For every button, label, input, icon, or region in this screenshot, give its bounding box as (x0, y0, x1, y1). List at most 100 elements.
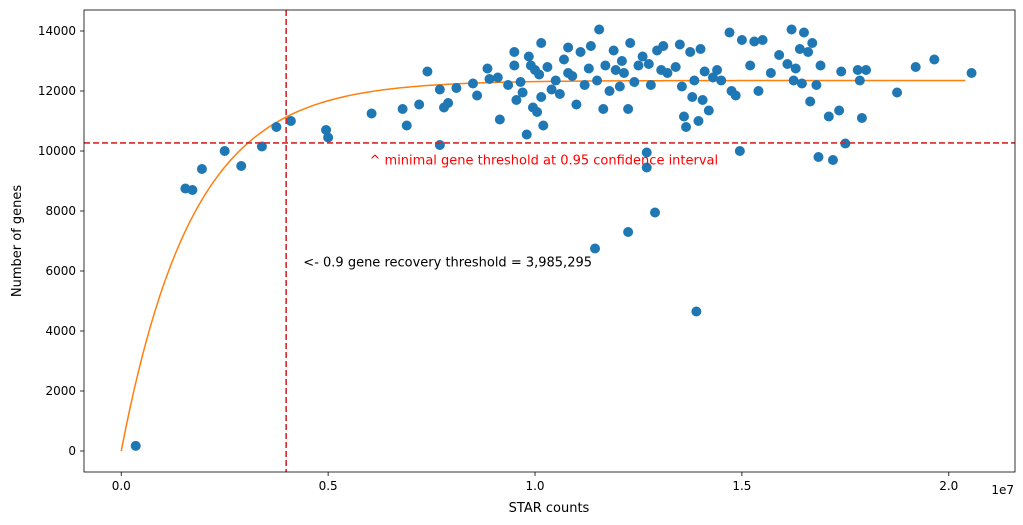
y-tick-label: 6000 (45, 264, 76, 278)
data-point (534, 69, 545, 80)
data-point (618, 68, 629, 78)
y-tick-label: 12000 (38, 84, 76, 98)
data-point (608, 45, 619, 56)
data-point (323, 132, 334, 143)
data-point (397, 104, 408, 114)
data-point (641, 147, 652, 158)
data-point (583, 63, 594, 74)
y-tick-label: 8000 (45, 204, 76, 218)
data-point (422, 66, 433, 77)
data-point (509, 47, 520, 57)
data-point (482, 63, 493, 74)
data-point (712, 65, 723, 75)
data-point (689, 75, 700, 86)
data-point (130, 440, 141, 451)
data-point (542, 62, 553, 72)
data-point (892, 87, 903, 98)
data-point (492, 72, 503, 83)
data-point (236, 161, 247, 171)
data-point (645, 80, 656, 90)
data-point (815, 60, 826, 71)
data-point (623, 104, 634, 114)
x-tick-label: 0.0 (112, 479, 131, 493)
y-axis-label: Number of genes (10, 185, 25, 298)
x-tick-label: 1.0 (525, 479, 544, 493)
data-point (467, 78, 478, 89)
data-point (598, 104, 609, 114)
data-point (827, 155, 838, 165)
data-point (807, 38, 818, 48)
data-point (703, 105, 714, 116)
data-point (451, 83, 462, 93)
data-point (523, 51, 534, 62)
data-point (503, 80, 514, 90)
data-point (511, 95, 522, 105)
fit-curve (120, 79, 966, 452)
data-point (567, 71, 578, 81)
data-point (494, 114, 505, 125)
data-point (796, 78, 807, 89)
y-tick-label: 0 (68, 444, 76, 458)
data-point (782, 59, 793, 69)
data-point (681, 122, 692, 132)
data-point (670, 62, 681, 72)
data-point (929, 54, 940, 65)
data-point (724, 27, 735, 38)
fit-curve-group (120, 79, 966, 452)
data-point (736, 35, 747, 45)
data-point (707, 72, 718, 83)
data-point (546, 84, 557, 95)
data-point (509, 60, 520, 71)
data-point (604, 86, 615, 96)
data-point (699, 66, 710, 77)
plot-frame (83, 9, 1016, 473)
data-point (757, 35, 768, 45)
data-point (765, 68, 776, 78)
data-point (554, 89, 565, 99)
x-axis-label: STAR counts (509, 501, 590, 516)
data-point (786, 24, 797, 35)
data-point (836, 66, 847, 77)
data-point (629, 77, 640, 87)
data-point (687, 92, 698, 102)
data-point (730, 90, 741, 101)
data-point (532, 107, 543, 117)
data-point (861, 65, 872, 75)
x-offset-label: 1e7 (991, 483, 1014, 497)
data-point (592, 75, 603, 86)
data-point (616, 56, 627, 66)
data-point (637, 51, 648, 62)
data-point (563, 42, 574, 53)
data-point (834, 105, 845, 116)
data-point (813, 152, 824, 162)
data-point (600, 60, 611, 71)
data-point (550, 75, 561, 86)
data-point (625, 38, 636, 48)
data-point (594, 24, 605, 35)
confidence-threshold-annotation: ^ minimal gene threshold at 0.95 confide… (370, 154, 719, 169)
x-tick-label: 0.5 (319, 479, 338, 493)
data-point (575, 47, 586, 57)
data-point (910, 62, 921, 72)
data-point (790, 63, 801, 74)
data-point (749, 36, 760, 47)
data-point (854, 75, 865, 86)
data-point (538, 120, 549, 131)
data-point (674, 39, 685, 50)
y-tick-label: 10000 (38, 144, 76, 158)
data-point (321, 125, 332, 135)
data-point (811, 80, 822, 90)
data-point (852, 65, 863, 75)
recovery-threshold-annotation: <- 0.9 gene recovery threshold = 3,985,2… (303, 256, 592, 271)
data-point (536, 92, 547, 102)
data-point (966, 68, 977, 78)
data-point (443, 98, 454, 108)
data-point (823, 111, 834, 122)
data-point (643, 59, 654, 69)
data-point (697, 95, 708, 105)
data-point (623, 227, 634, 237)
data-point (558, 54, 569, 65)
data-point (803, 47, 814, 57)
data-point (662, 68, 673, 78)
